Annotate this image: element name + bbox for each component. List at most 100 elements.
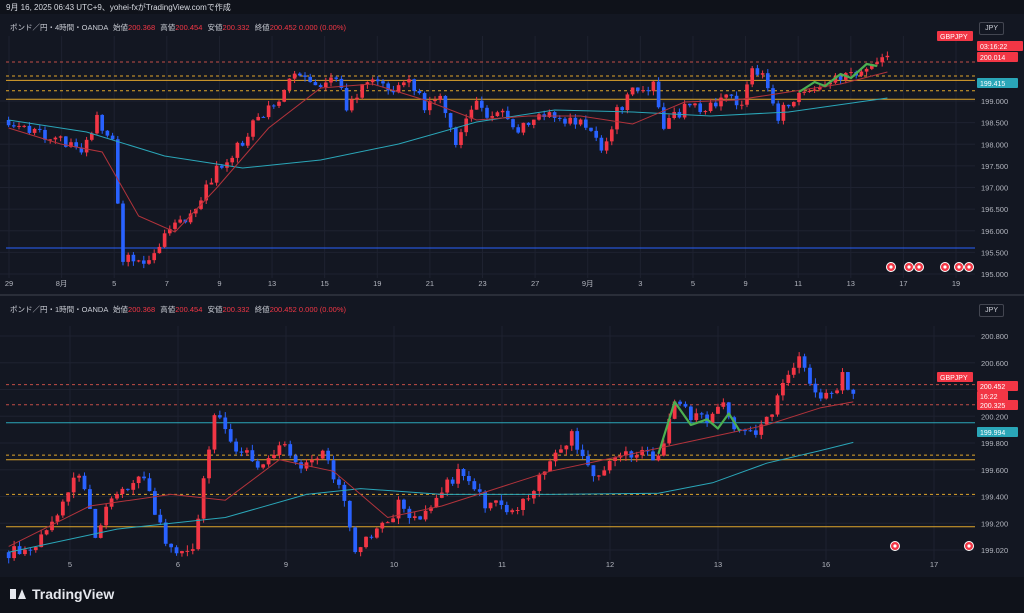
candle-body	[297, 73, 302, 76]
moving-average-fast	[8, 71, 888, 233]
candle-body	[459, 132, 463, 145]
price-tag	[977, 391, 1008, 401]
candle-body	[209, 182, 214, 185]
candle-body	[141, 260, 146, 264]
price-tag-label: 200.014	[980, 55, 1005, 62]
candle-body	[423, 510, 428, 520]
candle-body	[180, 551, 184, 554]
chart-4h-svg[interactable]: 29 8月 5 7 9 13 15 19 21 23 27 9月 3 5 9 11 13 17 19 199.000 1…	[0, 14, 1024, 294]
candle-body	[505, 110, 510, 120]
candle-body	[547, 112, 552, 118]
tradingview-logo-icon	[10, 589, 26, 599]
candle-body	[829, 392, 834, 394]
x-tick-label: 5	[112, 279, 116, 288]
candle-body	[157, 246, 162, 254]
candle-body	[651, 81, 656, 92]
candle-body	[515, 509, 520, 511]
panel-4h[interactable]: 29 8月 5 7 9 13 15 19 21 23 27 9月 3 5 9 11 13 17 19 199.000 1…	[0, 14, 1024, 294]
candle-body	[469, 109, 474, 119]
y-tick-label: 197.500	[981, 162, 1008, 171]
candle-body	[89, 133, 94, 140]
candle-body	[797, 356, 802, 368]
y-tick-label: 197.000	[981, 184, 1008, 193]
candle-body	[125, 488, 130, 490]
y-tick-label: 198.000	[981, 140, 1008, 149]
candle-body	[818, 392, 823, 399]
candle-body	[775, 395, 780, 415]
candle-body	[115, 139, 120, 204]
candle-body	[467, 476, 471, 482]
symbol-name: ポンド／円・1時間・OANDA	[10, 305, 108, 314]
candle-body	[174, 547, 179, 554]
candle-body	[120, 488, 125, 495]
candle-body	[251, 120, 255, 137]
x-tick-label: 15	[320, 279, 328, 288]
currency-label[interactable]: JPY	[979, 22, 1004, 35]
currency-label[interactable]: JPY	[979, 304, 1004, 317]
y-tick-label: 200.200	[981, 412, 1008, 421]
candle-body	[245, 450, 249, 453]
zigzag-trend-line	[657, 400, 741, 455]
candle-body	[271, 105, 276, 107]
candle-body	[594, 130, 599, 138]
candle-body	[95, 114, 99, 134]
candle-body	[219, 165, 224, 168]
candle-body	[434, 497, 439, 508]
candle-body	[427, 101, 432, 111]
x-tick-label: 19	[952, 279, 960, 288]
x-tick-label: 5	[691, 279, 695, 288]
candle-body	[781, 104, 786, 121]
candle-body	[299, 462, 303, 469]
candle-body	[651, 451, 655, 461]
candle-body	[813, 383, 818, 393]
candle-body	[282, 444, 287, 446]
candle-body	[583, 119, 588, 128]
candle-body	[418, 516, 423, 520]
economic-event-icon	[889, 265, 893, 269]
x-tick-label: 9月	[582, 279, 594, 288]
candle-body	[672, 111, 677, 118]
candle-body	[266, 105, 271, 118]
candle-body	[474, 100, 479, 110]
panel-1h[interactable]: 569101112131617200.800200.600200.400200.…	[0, 296, 1024, 577]
candle-body	[548, 461, 553, 472]
candle-body	[745, 84, 749, 105]
candle-body	[716, 406, 720, 414]
candle-body	[313, 82, 318, 86]
candle-body	[28, 549, 33, 551]
chart-1h-svg[interactable]: 569101112131617200.800200.600200.400200.…	[0, 296, 1024, 577]
candle-body	[646, 90, 651, 92]
candle-body	[445, 479, 450, 493]
candle-body	[770, 414, 774, 417]
x-tick-label: 17	[899, 279, 907, 288]
x-tick-label: 8月	[56, 279, 68, 288]
symbol-name: ポンド／円・4時間・OANDA	[10, 23, 108, 32]
x-tick-label: 6	[176, 560, 180, 569]
candle-body	[331, 460, 336, 480]
candle-body	[656, 81, 661, 108]
x-tick-label: 11	[794, 279, 802, 288]
candle-body	[204, 184, 209, 201]
candle-body	[374, 528, 379, 538]
candle-body	[360, 84, 365, 98]
candle-body	[620, 107, 625, 111]
candle-body	[230, 157, 235, 163]
candle-body	[791, 102, 796, 107]
candle-body	[82, 475, 87, 490]
candle-body	[563, 118, 567, 124]
candle-body	[272, 454, 276, 459]
candle-body	[196, 518, 201, 550]
candle-body	[817, 87, 822, 90]
candle-body	[401, 82, 406, 86]
panel-divider[interactable]	[0, 294, 1024, 296]
candle-body	[575, 431, 580, 450]
tradingview-logo[interactable]: TradingView	[10, 586, 114, 602]
candle-body	[245, 136, 250, 146]
candle-body	[396, 85, 401, 93]
candle-body	[370, 79, 375, 83]
price-tag	[977, 427, 1018, 437]
candle-body	[477, 489, 482, 492]
candle-body	[734, 95, 739, 106]
candle-body	[225, 162, 229, 168]
candle-body	[11, 125, 16, 127]
